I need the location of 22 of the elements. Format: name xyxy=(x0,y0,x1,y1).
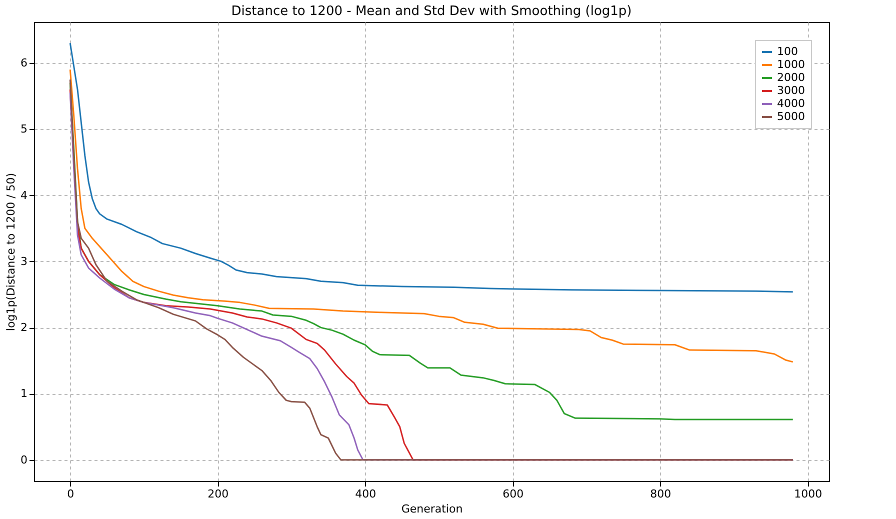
y-tick-label: 1 xyxy=(20,387,28,400)
x-tick-label: 0 xyxy=(67,488,74,500)
x-tick-label: 200 xyxy=(208,488,229,500)
x-tick-label: 600 xyxy=(502,488,524,500)
y-tick-label: 6 xyxy=(20,56,28,70)
x-tick-label: 800 xyxy=(650,488,672,500)
y-tick-label: 5 xyxy=(20,122,28,136)
legend-label: 100 xyxy=(777,45,798,58)
legend-label: 3000 xyxy=(777,84,805,97)
legend-label: 2000 xyxy=(777,71,805,84)
y-tick-label: 4 xyxy=(20,188,28,202)
y-tick-label: 2 xyxy=(20,321,28,334)
chart-title: Distance to 1200 - Mean and Std Dev with Smoothing (log1p) xyxy=(231,4,632,19)
legend-label: 5000 xyxy=(777,110,805,123)
legend-label: 4000 xyxy=(777,97,805,110)
x-tick-label: 1000 xyxy=(794,488,822,500)
x-axis-title: Generation xyxy=(401,502,463,516)
y-tick-label: 0 xyxy=(20,453,28,466)
legend-label: 1000 xyxy=(777,58,805,71)
x-tick-label: 400 xyxy=(355,488,376,500)
y-axis-title: log1p(Distance to 1200 / 50) xyxy=(4,172,18,332)
y-tick-label: 3 xyxy=(20,254,28,268)
